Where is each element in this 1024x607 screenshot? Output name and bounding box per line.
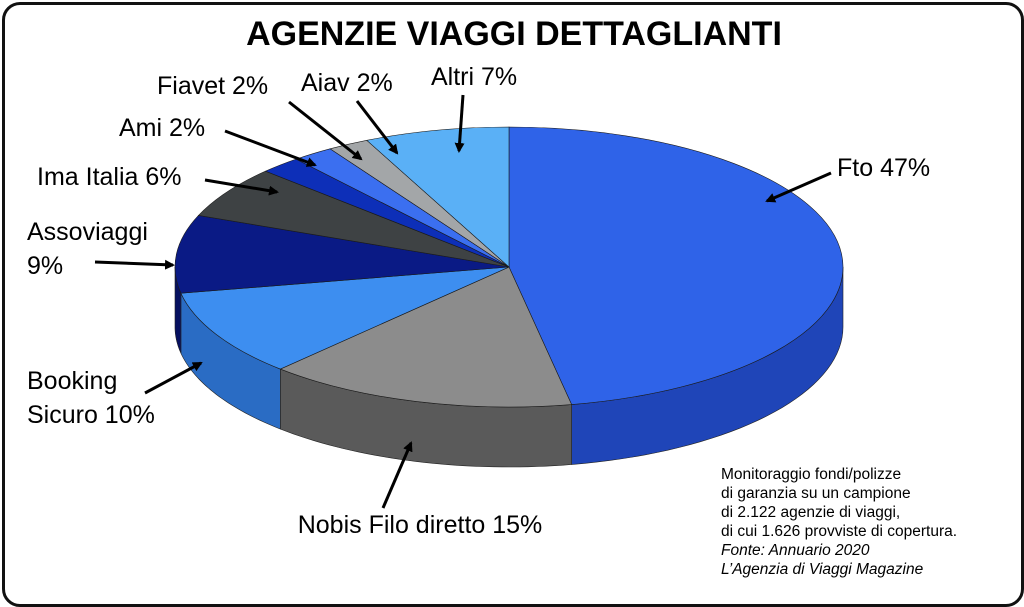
- arrow-nobis-filo-diretto: [381, 441, 413, 509]
- label-assoviaggi-line-2: 9%: [27, 252, 63, 280]
- source-line-1: Fonte: Annuario 2020: [721, 542, 870, 559]
- label-fiavet: Fiavet 2%: [157, 72, 268, 100]
- label-booking-sicuro-line-2: Sicuro 10%: [27, 401, 155, 429]
- pie-slice-booking-sicuro: [180, 266, 510, 370]
- pie-slice-fto: [508, 126, 844, 405]
- label-nobis-filo-diretto: Nobis Filo diretto 15%: [298, 511, 543, 539]
- arrow-fiavet: [288, 100, 363, 161]
- pie-chart: AGENZIE VIAGGI DETTAGLIANTI Fto 47% Nobis…: [27, 15, 957, 578]
- pie-slice-assoviaggi: [174, 215, 510, 294]
- arrow-ami: [224, 129, 317, 167]
- chart-title: AGENZIE VIAGGI DETTAGLIANTI: [246, 15, 782, 53]
- label-fto: Fto 47%: [837, 154, 930, 182]
- arrow-ima-italia: [204, 178, 279, 196]
- source-line-2: L’Agenzia di Viaggi Magazine: [721, 561, 924, 578]
- pie-slice-altri: [366, 126, 510, 268]
- arrow-altri: [454, 94, 465, 153]
- arrow-assoviaggi: [94, 259, 175, 270]
- label-ima-italia: Ima Italia 6%: [37, 163, 182, 191]
- pie-slice-nobis-filo-diretto: [279, 266, 573, 408]
- note-line-3: di 2.122 agenzie di viaggi,: [721, 504, 900, 521]
- arrow-booking-sicuro: [144, 361, 203, 395]
- note-line-4: di cui 1.626 provviste di copertura.: [721, 523, 957, 540]
- note-line-2: di garanzia su un campione: [721, 485, 911, 502]
- label-aiav: Aiav 2%: [301, 69, 393, 97]
- note-line-1: Monitoraggio fondi/polizze: [721, 466, 901, 483]
- arrow-aiav: [355, 100, 399, 155]
- label-ami: Ami 2%: [119, 114, 205, 142]
- arrow-fto: [765, 171, 832, 203]
- label-altri: Altri 7%: [431, 63, 517, 91]
- label-assoviaggi-line-1: Assoviaggi: [27, 218, 148, 246]
- label-booking-sicuro-line-1: Booking: [27, 367, 117, 395]
